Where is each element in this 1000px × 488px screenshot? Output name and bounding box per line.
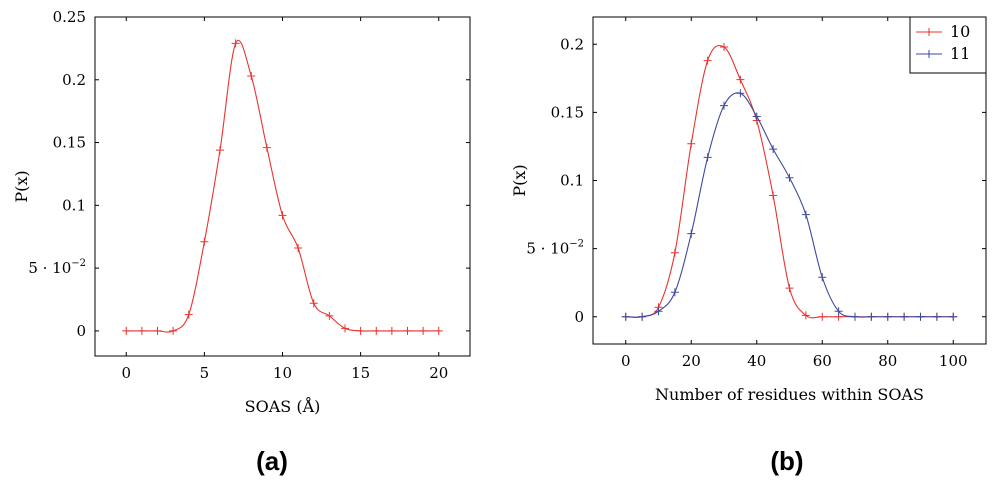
x-axis-label: SOAS (Å): [245, 396, 321, 416]
x-tick-label: 80: [878, 352, 897, 370]
chart-a: 0 5 10 15 20 0 5 · 10−2 0.1 0.15 0.2 0.25 SOAS (Å) P…: [12, 8, 471, 416]
data-point-marker: [654, 307, 663, 316]
data-point-marker: [387, 326, 396, 335]
y-axis-label: P(x): [510, 164, 529, 196]
x-axis-label: Number of residues within SOAS: [655, 385, 924, 404]
data-point-marker: [231, 39, 240, 48]
x-tick-label: 15: [351, 364, 370, 382]
data-point-marker: [137, 326, 146, 335]
y-tick-label: 5 · 10−2: [526, 239, 584, 258]
data-point-marker: [153, 326, 162, 335]
data-point-marker: [262, 143, 271, 152]
data-point-marker: [752, 112, 761, 121]
data-point-marker: [769, 145, 778, 154]
data-point-marker: [801, 210, 810, 219]
x-tick-label: 20: [682, 352, 701, 370]
data-point-marker: [916, 312, 925, 321]
x-tick-label: 0: [121, 364, 131, 382]
data-point-marker: [356, 326, 365, 335]
data-point-marker: [341, 324, 349, 333]
data-point-marker: [949, 312, 958, 321]
legend-marker-11: [925, 50, 933, 58]
data-point-marker: [769, 191, 778, 200]
x-tick-label: 0: [621, 352, 631, 370]
y-tick-label: 0: [76, 322, 86, 340]
data-point-marker: [818, 312, 827, 321]
data-point-marker: [309, 299, 318, 308]
chart-b: 0 20 40 60 80 100 0 5 · 10−2 0.1 0.15 0.2 Number of…: [510, 16, 987, 404]
data-point-marker: [169, 326, 178, 335]
data-point-marker: [200, 237, 209, 246]
data-point-marker: [867, 312, 876, 321]
y-tick-label: 0.15: [53, 134, 86, 152]
panel-label-b: (b): [770, 446, 803, 476]
data-point-marker: [638, 312, 647, 321]
data-point-marker: [184, 310, 193, 319]
data-point-marker: [736, 89, 745, 98]
legend-label-11: 11: [950, 44, 970, 63]
series-line-11: [625, 92, 954, 318]
data-point-marker: [834, 307, 843, 316]
x-tick-label: 100: [939, 352, 968, 370]
data-point-marker: [736, 75, 745, 84]
x-tick-label: 5: [200, 364, 210, 382]
data-point-marker: [932, 312, 941, 321]
data-point-marker: [294, 244, 303, 253]
y-tick-label: 5 · 10−2: [28, 258, 86, 277]
data-point-marker: [851, 312, 859, 321]
data-point-marker: [621, 312, 630, 321]
data-point-marker: [670, 248, 679, 257]
y-tick-label: 0.15: [551, 103, 584, 121]
data-point-marker: [434, 326, 443, 335]
data-point-marker: [122, 326, 131, 335]
data-point-marker: [670, 288, 679, 297]
y-axis-label: P(x): [12, 170, 31, 202]
x-tick-label: 10: [273, 364, 292, 382]
y-tick-label: 0.1: [560, 172, 584, 190]
data-point-marker: [419, 326, 428, 335]
x-tick-label: 20: [429, 364, 448, 382]
panel-label-a: (a): [256, 446, 288, 476]
y-tick-label: 0.2: [62, 71, 86, 89]
data-point-marker: [325, 311, 334, 320]
y-tick-label: 0: [574, 308, 584, 326]
data-point-marker: [801, 311, 810, 320]
legend-label-10: 10: [950, 22, 970, 41]
data-point-marker: [883, 312, 892, 321]
x-tick-label: 40: [747, 352, 766, 370]
data-point-marker: [720, 101, 728, 110]
plot-frame: [94, 16, 471, 357]
legend-marker-10: [925, 28, 933, 36]
data-point-marker: [687, 139, 696, 148]
data-point-marker: [703, 56, 712, 65]
data-point-marker: [278, 211, 287, 220]
data-point-marker: [900, 312, 909, 321]
data-point-marker: [372, 326, 381, 335]
y-tick-label: 0.25: [53, 8, 86, 26]
y-tick-label: 0.1: [62, 196, 86, 214]
x-tick-label: 60: [813, 352, 832, 370]
data-point-marker: [785, 284, 794, 293]
data-point-marker: [247, 72, 256, 81]
y-tick-label: 0.2: [560, 35, 584, 53]
legend-box: [909, 16, 987, 74]
series-line-0: [126, 39, 439, 333]
data-point-marker: [403, 326, 412, 335]
data-point-marker: [785, 173, 794, 182]
data-point-marker: [818, 273, 827, 282]
data-point-marker: [703, 153, 712, 162]
data-point-marker: [720, 42, 728, 51]
data-point-marker: [216, 146, 224, 155]
data-point-marker: [687, 229, 696, 238]
